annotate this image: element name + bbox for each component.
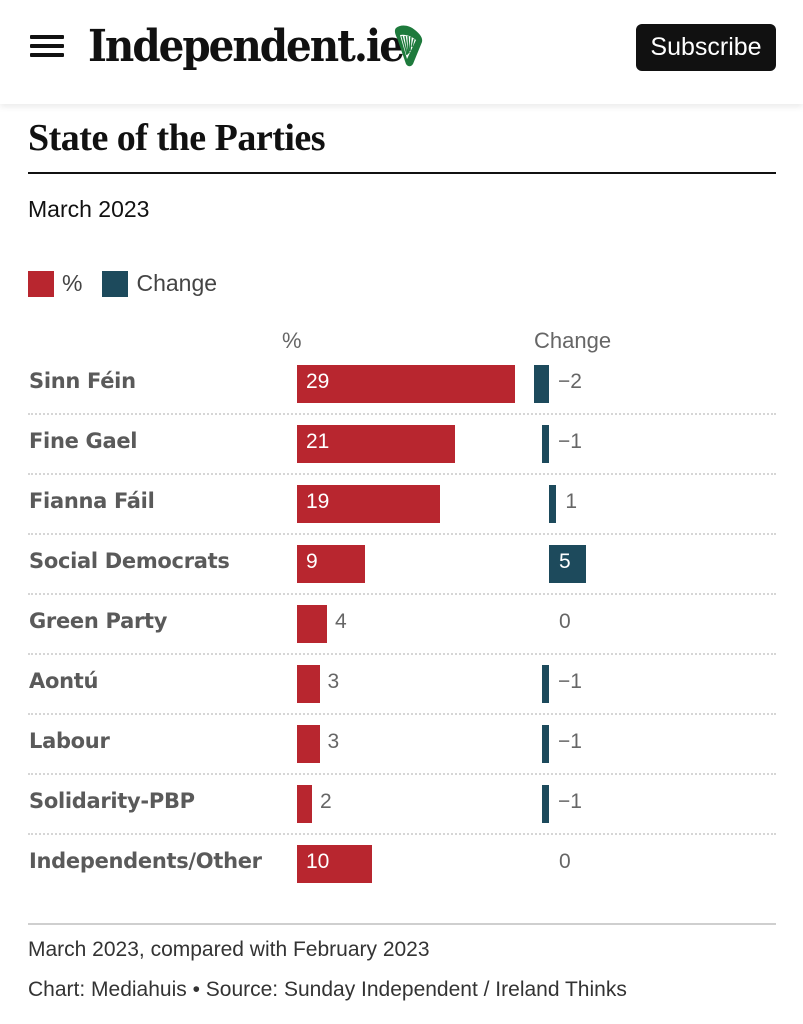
category-label: Fine Gael [29,429,138,453]
legend-swatch-percent [28,270,54,297]
percent-bar[interactable] [297,365,515,403]
chart-row: Independents/Other 10 0 [0,834,803,894]
row-separator [28,473,776,475]
chart-row: Fianna Fáil 19 1 [0,474,803,535]
site-header: Independent.ie Subscribe [0,0,803,104]
category-label: Social Democrats [29,549,230,573]
percent-bar[interactable] [297,545,365,583]
hamburger-menu-icon[interactable] [30,35,64,57]
chart-subtitle: March 2023 [28,196,150,222]
change-bar[interactable] [541,725,549,763]
percent-bar[interactable] [297,725,320,763]
chart-legend: % Change [28,270,237,297]
percent-value-label: 19 [306,490,330,513]
chart-row: Labour 3 −1 [0,714,803,775]
category-label: Green Party [29,609,168,633]
chart-row: Aontú 3 −1 [0,654,803,715]
logo-text: Independent.ie [88,20,405,72]
column-header-percent: % [282,328,302,353]
row-separator [28,593,776,595]
site-logo[interactable]: Independent.ie [88,14,430,78]
row-separator [28,833,776,835]
category-label: Aontú [29,669,99,693]
chart-note: March 2023, compared with February 2023 [28,938,430,961]
row-separator [28,773,776,775]
change-value-label: 0 [559,850,571,873]
percent-value-label: 2 [320,790,332,813]
change-bar[interactable] [549,545,586,583]
percent-value-label: 4 [335,610,347,633]
chart-row: Solidarity-PBP 2 −1 [0,774,803,835]
row-separator [28,713,776,715]
legend-item-percent[interactable]: % [28,270,82,297]
percent-bar[interactable] [297,605,327,643]
percent-value-label: 29 [306,370,330,393]
legend-item-change[interactable]: Change [102,270,217,297]
column-header-change: Change [534,328,612,353]
percent-bar[interactable] [297,845,372,883]
change-value-label: −1 [558,730,582,753]
category-label: Sinn Féin [29,369,136,393]
title-divider [28,172,776,174]
row-separator [28,653,776,655]
legend-label-percent: % [62,270,83,296]
change-bar[interactable] [541,425,549,463]
row-separator [28,533,776,535]
change-value-label: −1 [558,430,582,453]
change-value-label: 5 [559,550,571,573]
chart-row: Sinn Féin 29 −2 [0,354,803,415]
chart-row: Fine Gael 21 −1 [0,414,803,475]
percent-value-label: 9 [306,550,318,573]
change-bar[interactable] [541,785,549,823]
percent-value-label: 21 [306,430,330,453]
chart-row: Green Party 4 0 [0,594,803,655]
row-separator [28,413,776,415]
chart-title: State of the Parties [28,117,326,159]
change-bar[interactable] [534,365,549,403]
category-label: Solidarity-PBP [29,789,195,813]
change-value-label: −1 [558,790,582,813]
subscribe-button[interactable]: Subscribe [636,24,776,71]
category-label: Fianna Fáil [29,489,155,513]
category-label: Labour [29,729,110,753]
change-value-label: −1 [558,670,582,693]
legend-swatch-change [102,270,129,297]
change-value-label: −2 [558,370,582,393]
chart-area: Sinn Féin 29 −2 Fine Gael 21 −1 Fianna Fáil 19 1… [0,354,803,894]
percent-bar[interactable] [297,785,312,823]
percent-bar[interactable] [297,425,455,463]
chart-row: Social Democrats 9 5 [0,534,803,595]
legend-label-change: Change [136,270,218,296]
footer-divider [28,923,776,925]
percent-bar[interactable] [297,665,320,703]
change-bar[interactable] [541,665,549,703]
chart-source: Chart: Mediahuis • Source: Sunday Indepe… [28,978,627,1001]
change-value-label: 0 [559,610,571,633]
change-value-label: 1 [565,490,578,513]
percent-bar[interactable] [297,485,440,523]
change-bar[interactable] [549,485,557,523]
percent-value-label: 3 [327,670,340,693]
harp-icon [394,25,423,67]
category-label: Independents/Other [29,849,262,873]
percent-value-label: 10 [306,850,330,873]
percent-value-label: 3 [327,730,340,753]
